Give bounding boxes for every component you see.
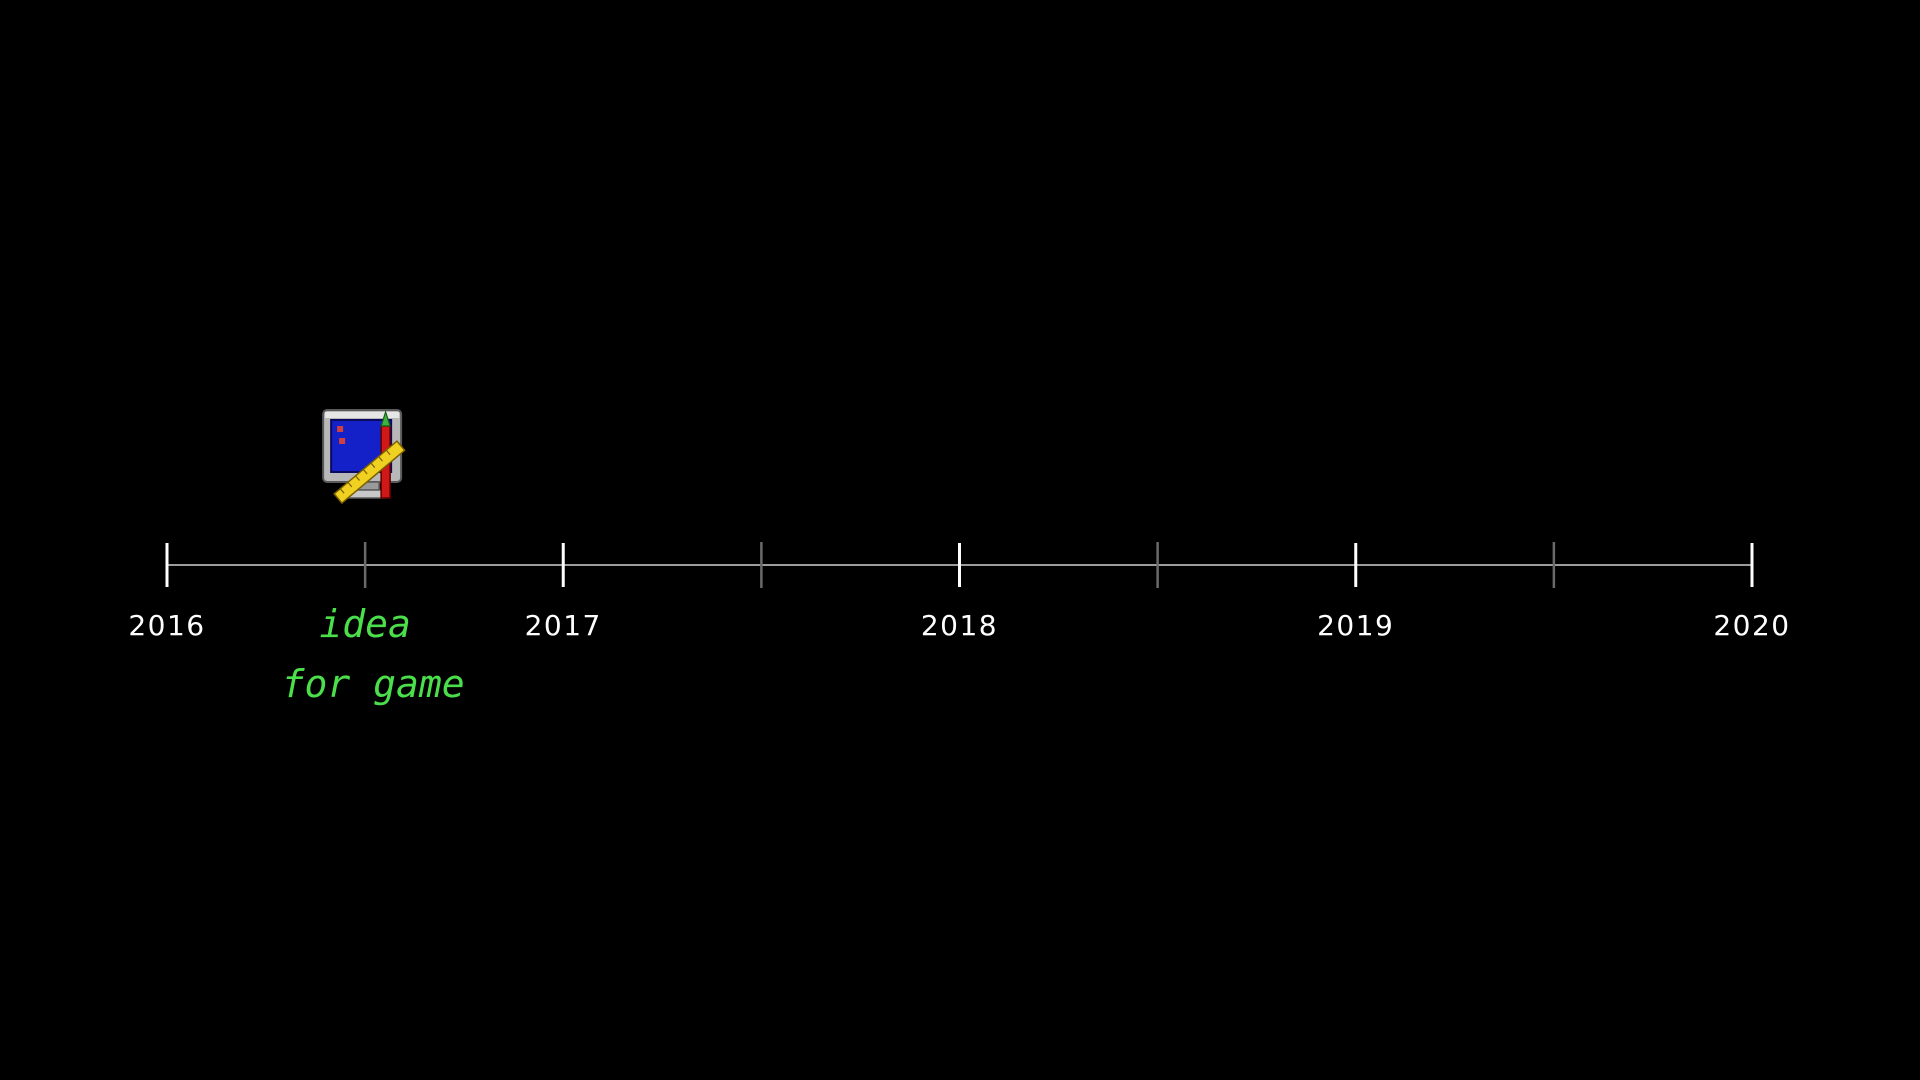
event-note-line-1: idea [319,602,411,646]
event-note-line-2: for game [282,662,465,706]
paint-computer-icon [322,409,406,505]
year-label-2017: 2017 [525,609,602,642]
year-label-2018: 2018 [921,609,998,642]
year-label-2019: 2019 [1317,609,1394,642]
year-labels: 2016 2017 2018 2019 2020 [128,609,1790,642]
half-year-ticks [363,542,1556,588]
year-label-2020: 2020 [1713,609,1790,642]
year-label-2016: 2016 [128,609,205,642]
year-ticks [165,543,1754,587]
